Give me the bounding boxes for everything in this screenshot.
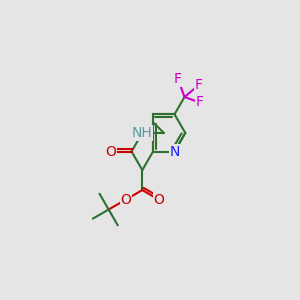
Text: O: O [153,193,164,206]
Text: F: F [195,78,203,92]
Text: NH: NH [132,126,153,140]
Text: O: O [121,193,131,206]
Text: O: O [106,145,117,158]
Text: F: F [196,95,204,110]
Text: F: F [174,72,182,86]
Text: N: N [169,145,180,158]
